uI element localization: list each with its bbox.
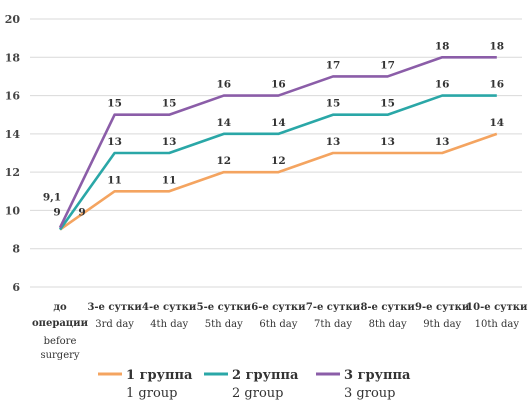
data-label: 11 — [162, 174, 177, 186]
y-tick-label: 18 — [5, 51, 21, 64]
data-labels: 9 11 11 12 12 13 13 13 14 9 13 13 14 14 15 15 16 16 9,1 15 1… — [43, 40, 504, 218]
y-tick-label: 14 — [5, 128, 21, 141]
x-tick-label-en: 5th day — [205, 319, 243, 330]
gridlines — [30, 18, 522, 288]
x-tick-label: 9-е сутки — [415, 302, 470, 313]
data-label: 14 — [489, 117, 504, 129]
y-tick-label: 6 — [12, 281, 20, 294]
x-tick-label: 10-е сутки — [466, 302, 528, 313]
data-label: 12 — [271, 155, 286, 167]
data-label: 14 — [271, 117, 286, 129]
series-lines — [58, 55, 498, 231]
y-tick-label: 20 — [5, 13, 21, 26]
legend-label: 3 группа — [344, 368, 411, 383]
x-tick-label: 7-е сутки — [306, 302, 361, 313]
data-label: 17 — [380, 59, 395, 71]
y-tick-label: 10 — [5, 204, 21, 217]
data-label: 9,1 — [43, 192, 61, 204]
data-label: 13 — [435, 136, 450, 148]
data-label: 13 — [107, 136, 122, 148]
y-axis: 6 8 10 12 14 16 18 20 — [5, 13, 21, 294]
data-label: 13 — [162, 136, 177, 148]
data-label: 17 — [326, 59, 341, 71]
data-label: 15 — [162, 98, 177, 110]
legend-label-en: 3 group — [344, 386, 395, 401]
data-label: 13 — [380, 136, 395, 148]
x-tick-label: 3-е сутки — [87, 302, 142, 313]
data-label: 13 — [326, 136, 341, 148]
y-tick-label: 16 — [5, 90, 21, 103]
x-tick-label: 5-е сутки — [197, 302, 252, 313]
series-line-3 — [58, 55, 497, 229]
series-line-1 — [59, 132, 498, 231]
x-tick-label: операции — [32, 318, 89, 329]
legend-label-en: 2 group — [232, 386, 283, 401]
data-label: 15 — [107, 98, 122, 110]
x-tick-label: до — [53, 302, 67, 313]
data-label: 14 — [216, 117, 231, 129]
y-tick-label: 12 — [5, 166, 20, 179]
series-line-2 — [58, 94, 497, 231]
data-label: 18 — [435, 40, 450, 52]
x-tick-label: 4-е сутки — [142, 302, 197, 313]
data-label: 9 — [78, 207, 85, 219]
x-tick-label-en: surgery — [40, 350, 79, 361]
data-label: 9 — [53, 207, 60, 219]
legend: 1 группа 1 group 2 группа 2 group 3 группа 3 … — [98, 368, 411, 401]
data-label: 16 — [271, 79, 286, 91]
x-tick-label-en: 9th day — [423, 319, 461, 330]
data-label: 15 — [326, 98, 341, 110]
x-tick-label-en: 3rd day — [95, 319, 134, 330]
data-label: 16 — [216, 79, 231, 91]
legend-label-en: 1 group — [126, 386, 177, 401]
legend-label: 1 группа — [126, 368, 193, 383]
data-label: 11 — [107, 174, 122, 186]
data-label: 15 — [380, 98, 395, 110]
data-label: 12 — [216, 155, 231, 167]
x-axis: до операции before surgery 3-е сутки 3rd day 4… — [32, 302, 528, 361]
x-tick-label-en: before — [44, 336, 77, 347]
x-tick-label: 8-е сутки — [360, 302, 415, 313]
data-label: 18 — [489, 40, 504, 52]
x-tick-label: 6-е сутки — [251, 302, 306, 313]
x-tick-label-en: 10th day — [475, 319, 520, 330]
x-tick-label-en: 6th day — [259, 319, 297, 330]
x-tick-label-en: 8th day — [369, 319, 407, 330]
data-label: 16 — [435, 79, 450, 91]
legend-label: 2 группа — [232, 368, 299, 383]
x-tick-label-en: 4th day — [150, 319, 188, 330]
data-label: 16 — [489, 79, 504, 91]
y-tick-label: 8 — [12, 243, 20, 256]
x-tick-label-en: 7th day — [314, 319, 352, 330]
